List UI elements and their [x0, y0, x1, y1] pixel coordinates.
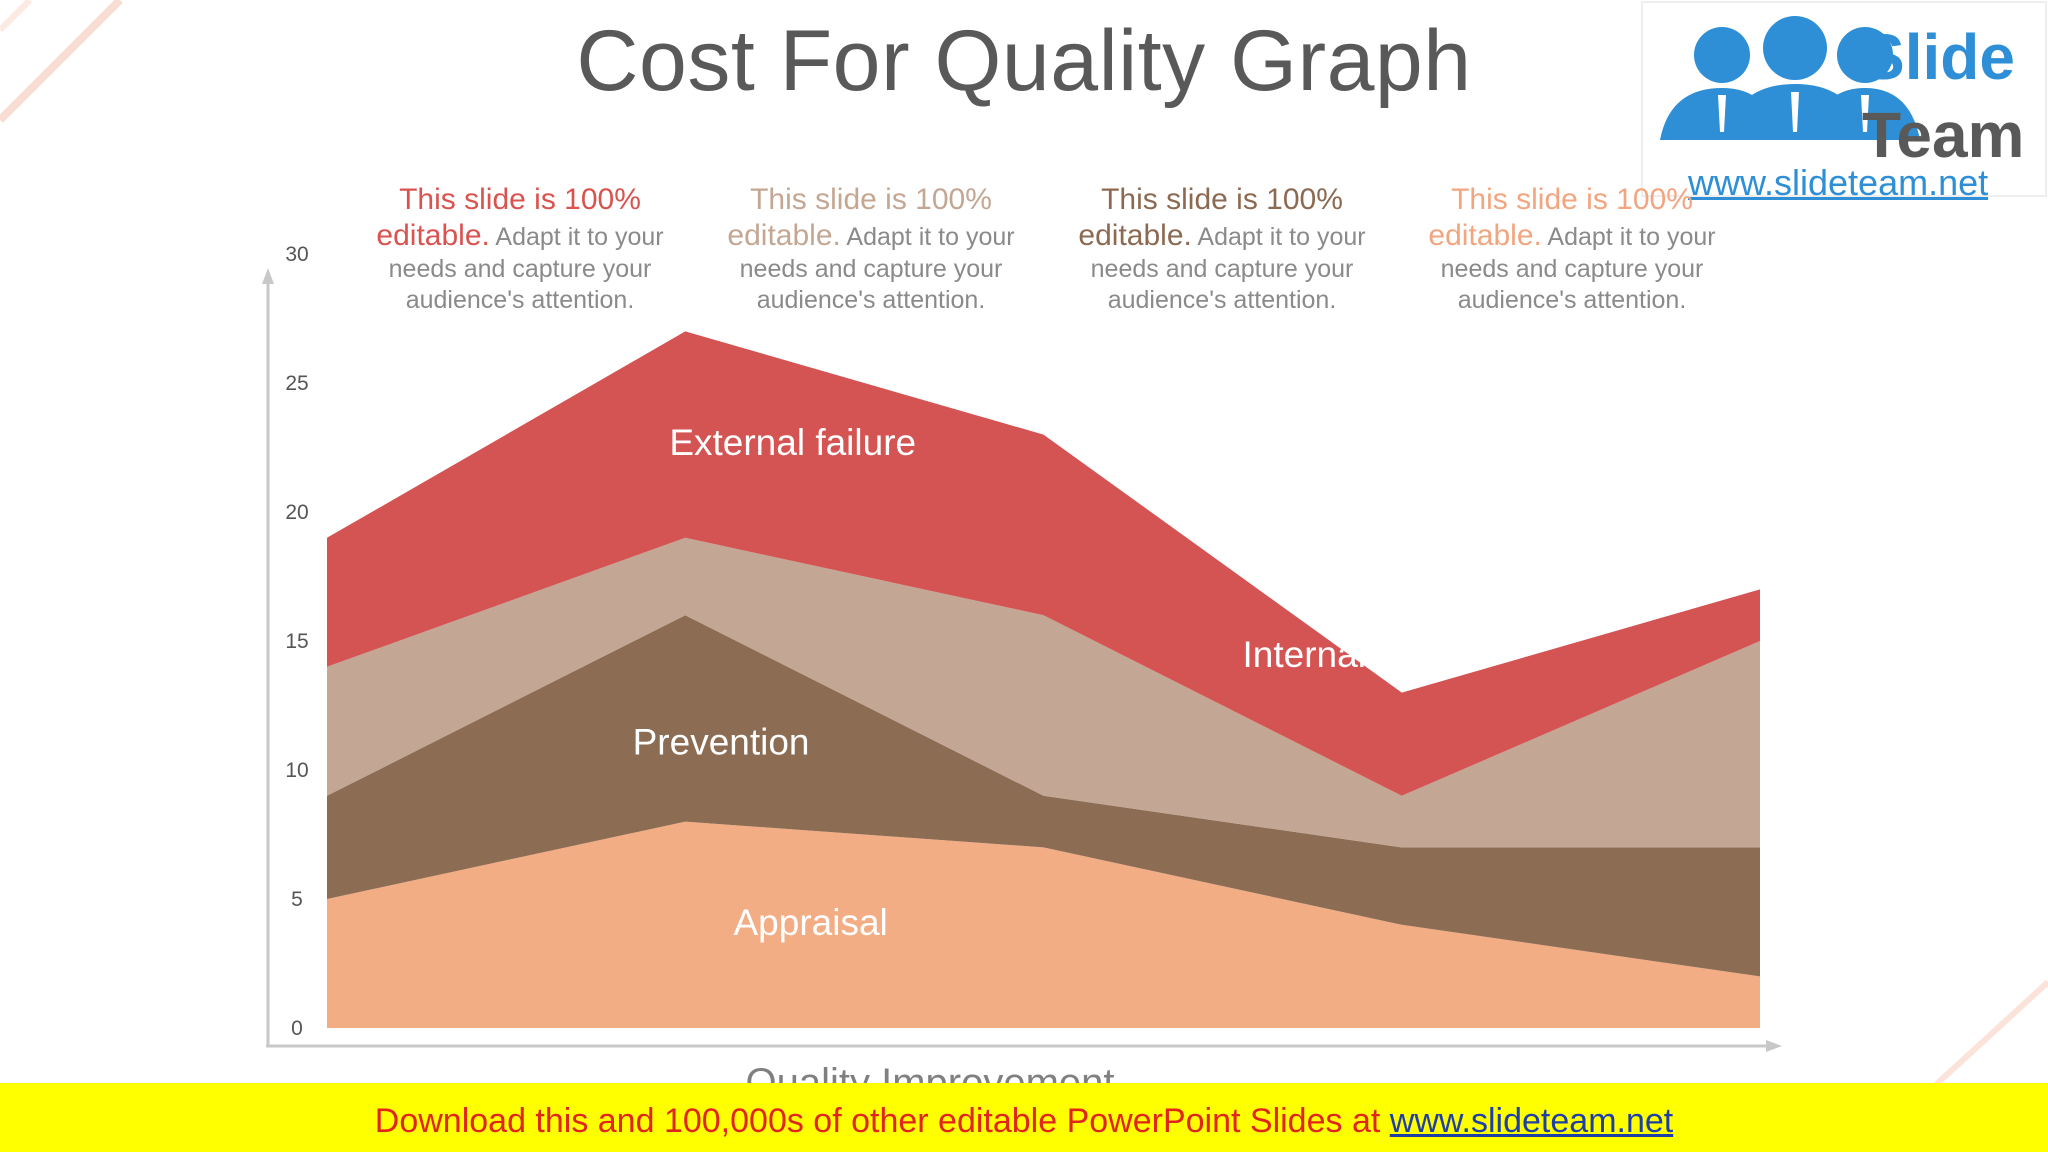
note-body: Adapt it to your needs and capture your … [388, 223, 664, 314]
chart-axes [262, 268, 1782, 1052]
y-tick-label: 15 [285, 630, 308, 653]
note-body: Adapt it to your needs and capture your … [739, 223, 1015, 314]
y-tick-label: 0 [291, 1017, 303, 1040]
notes-row: This slide is 100% editable. Adapt it to… [0, 182, 2048, 322]
slide-title: Cost For Quality Graph [576, 13, 1472, 109]
note-body: Adapt it to your needs and capture your … [1440, 223, 1716, 314]
logo-word-team: Team [1862, 99, 2025, 171]
slideteam-logo [1641, 1, 2047, 197]
note-1: This slide is 100% editable. Adapt it to… [360, 182, 680, 316]
note-highlight: This slide is 100% editable. [727, 183, 992, 252]
y-tick-label: 20 [285, 501, 308, 524]
corner-decoration [0, 0, 123, 123]
series-labels: Appraisal Prevention Internal Failure Exter… [633, 422, 1490, 943]
series-label: Prevention [633, 722, 810, 763]
note-body: Adapt it to your needs and capture your … [1090, 223, 1366, 314]
area-series-group [327, 331, 1760, 1028]
y-tick-label: 5 [291, 888, 303, 911]
stacked-area-chart: 0 5 10 15 20 25 30 Appraisal Prevention Internal… [262, 243, 1782, 1083]
y-tick-label: 10 [285, 759, 308, 782]
series-label: External failure [669, 422, 916, 463]
area-prevention [327, 615, 1760, 977]
note-highlight: This slide is 100% editable. [376, 183, 641, 252]
banner-text: Download this and 100,000s of other edit… [374, 1102, 1390, 1140]
note-2: This slide is 100% editable. Adapt it to… [711, 182, 1031, 316]
area-appraisal [327, 821, 1760, 1028]
note-3: This slide is 100% editable. Adapt it to… [1062, 182, 1382, 316]
note-highlight: This slide is 100% editable. [1428, 183, 1693, 252]
download-banner: Download this and 100,000s of other edit… [0, 1083, 2048, 1152]
note-highlight: This slide is 100% editable. [1078, 183, 1343, 252]
logo-url-link[interactable]: www.slideteam.net [1688, 162, 1989, 203]
series-label: Internal Failure [1243, 634, 1490, 675]
logo-word-slide: Slide [1862, 21, 2015, 93]
y-axis-arrow [262, 268, 274, 284]
x-axis-arrow [1766, 1040, 1782, 1052]
area-internal-failure [327, 537, 1760, 848]
banner-link[interactable]: www.slideteam.net [1389, 1102, 1674, 1140]
series-label: Appraisal [734, 902, 888, 943]
y-tick-labels: 0 5 10 15 20 25 30 [285, 243, 308, 1040]
corner-decoration [1928, 979, 2048, 1092]
x-axis-label: Quality Improvement [745, 1061, 1114, 1083]
y-tick-label: 30 [285, 243, 308, 266]
note-4: This slide is 100% editable. Adapt it to… [1412, 182, 1732, 316]
y-tick-label: 25 [285, 372, 308, 395]
area-external-failure [327, 331, 1760, 796]
